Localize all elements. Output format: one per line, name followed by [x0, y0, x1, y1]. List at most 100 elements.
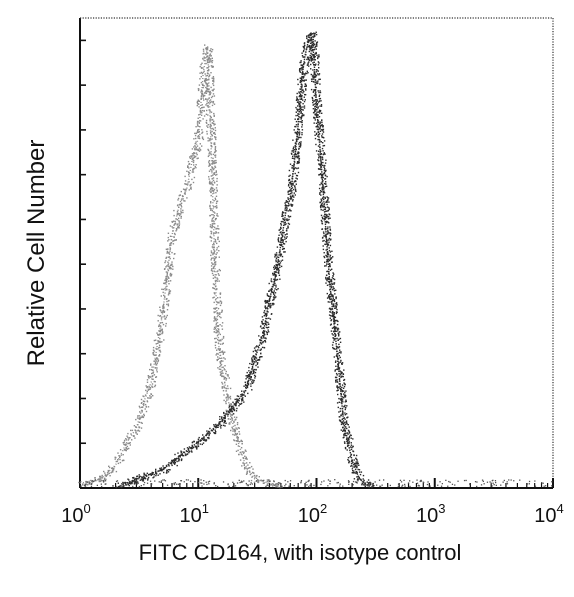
series-dot — [273, 278, 275, 280]
series-dot — [246, 384, 249, 386]
series-dot — [252, 381, 255, 383]
series-dot — [282, 220, 284, 223]
series-dot — [167, 261, 169, 263]
series-dot — [317, 134, 320, 136]
series-dot — [321, 164, 324, 166]
series-dot — [302, 72, 304, 74]
series-dot — [361, 484, 363, 486]
series-dot — [358, 471, 361, 473]
series-dot — [273, 293, 275, 295]
series-dot — [307, 63, 309, 65]
series-dot — [200, 110, 202, 112]
series-dot — [209, 90, 211, 93]
series-dot — [200, 71, 203, 74]
series-dot — [151, 369, 154, 371]
series-dot — [240, 394, 242, 396]
series-dot — [143, 404, 145, 406]
series-dot — [213, 317, 216, 319]
series-dot — [331, 277, 334, 279]
series-dot — [99, 476, 101, 479]
series-dot — [329, 258, 332, 261]
series-dot — [202, 84, 204, 86]
noise-dot — [313, 484, 315, 487]
series-dot — [213, 221, 215, 223]
series-dot — [269, 289, 271, 291]
series-dot — [352, 472, 354, 474]
noise-dot — [287, 481, 289, 483]
series-dot — [355, 462, 357, 465]
series-dot — [315, 150, 318, 152]
series-dot — [347, 433, 349, 435]
series-dot — [236, 428, 238, 430]
series-dot — [273, 272, 276, 275]
series-dot — [245, 462, 248, 464]
series-dot — [346, 427, 348, 430]
series-dot — [280, 227, 282, 230]
series-dot — [328, 241, 330, 243]
series-dot — [331, 250, 333, 252]
series-dot — [334, 307, 336, 309]
series-dot — [327, 272, 330, 275]
series-dot — [198, 103, 200, 105]
series-dot — [281, 248, 284, 250]
series-dot — [339, 420, 341, 422]
series-dot — [166, 298, 168, 300]
series-dot — [273, 283, 275, 285]
series-dot — [211, 270, 214, 272]
series-dot — [218, 423, 221, 425]
series-dot — [166, 275, 168, 278]
series-dot — [294, 131, 296, 134]
series-dot — [321, 216, 324, 219]
series-dot — [141, 410, 143, 412]
noise-dot — [138, 485, 141, 488]
series-dot — [260, 348, 262, 350]
series-dot — [326, 201, 328, 203]
series-dot — [127, 436, 129, 439]
series-dot — [285, 237, 287, 239]
series-dot — [220, 316, 222, 319]
series-dot — [211, 162, 214, 164]
noise-dot — [208, 483, 210, 485]
series-dot — [324, 162, 327, 164]
series-dot — [312, 74, 314, 76]
series-dot — [318, 98, 321, 100]
series-dot — [222, 352, 225, 354]
series-dot — [151, 372, 153, 375]
series-dot — [210, 116, 212, 119]
series-dot — [318, 133, 321, 135]
series-dot — [276, 278, 279, 281]
series-dot — [289, 189, 292, 191]
series-dot — [267, 480, 269, 483]
series-dot — [164, 260, 167, 262]
series-dot — [197, 157, 199, 159]
series-dot — [134, 480, 136, 482]
series-dot — [194, 148, 196, 150]
series-dot — [343, 385, 346, 388]
series-dot — [298, 129, 300, 131]
series-dot — [209, 432, 211, 435]
series-dot — [144, 403, 147, 406]
series-dot — [291, 178, 294, 180]
series-dot — [213, 431, 215, 434]
series-dot — [337, 366, 339, 368]
series-dot — [193, 440, 195, 443]
series-dot — [244, 466, 246, 469]
noise-dot — [357, 480, 359, 482]
series-dot — [332, 275, 334, 277]
series-dot — [329, 301, 331, 303]
series-dot — [347, 441, 349, 443]
series-dot — [197, 99, 199, 101]
series-dot — [225, 372, 227, 375]
series-dot — [187, 165, 189, 167]
series-dot — [307, 39, 309, 41]
series-dot — [276, 484, 278, 487]
series-dot — [227, 410, 229, 412]
series-dot — [320, 129, 323, 131]
series-dot — [174, 461, 176, 464]
series-dot — [163, 294, 165, 297]
series-dot — [288, 182, 291, 184]
series-dot — [204, 44, 206, 46]
series-dot — [212, 428, 215, 431]
noise-dot — [417, 484, 420, 486]
series-dot — [291, 192, 293, 194]
